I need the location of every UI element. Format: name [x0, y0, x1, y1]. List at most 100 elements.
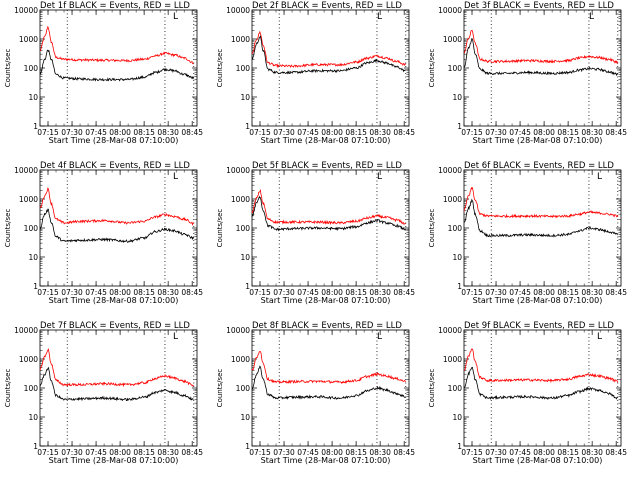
x-tick-label: 08:00 — [109, 288, 131, 297]
y-tick-label: 1000 — [231, 35, 250, 44]
y-axis-label: Counts/sec — [428, 369, 436, 408]
x-tick-label: 07:15 — [37, 288, 59, 297]
x-axis-label: Start Time (28-Mar-08 07:10:00) — [473, 136, 603, 145]
y-tick-label: 10000 — [438, 166, 462, 175]
x-tick-label: 07:45 — [85, 448, 107, 457]
x-tick-label: 08:45 — [181, 288, 203, 297]
panel-title: Det 6f BLACK = Events, RED = LLD — [464, 161, 614, 171]
x-tick-label: 08:15 — [133, 128, 155, 137]
x-tick-label: 08:45 — [393, 448, 415, 457]
x-tick-label: 07:30 — [485, 288, 507, 297]
y-tick-label: 1 — [457, 442, 462, 451]
y-tick-label: 10 — [28, 413, 38, 422]
x-tick-label: 08:30 — [369, 128, 391, 137]
y-tick-label: 10 — [452, 413, 462, 422]
x-tick-label: 07:15 — [249, 288, 271, 297]
y-axis-label: Counts/sec — [4, 209, 12, 248]
x-axis-label: Start Time (28-Mar-08 07:10:00) — [261, 296, 391, 305]
y-tick-label: 10 — [452, 93, 462, 102]
y-tick-label: 10000 — [226, 6, 250, 15]
y-tick-label: 100 — [448, 384, 463, 393]
plot-frame — [251, 9, 410, 127]
top-marker-label: L — [597, 172, 602, 182]
panel-title: Det 2f BLACK = Events, RED = LLD — [252, 1, 402, 11]
x-tick-label: 08:30 — [581, 288, 603, 297]
x-tick-label: 08:15 — [557, 448, 579, 457]
y-tick-label: 1 — [33, 442, 38, 451]
x-tick-label: 08:00 — [109, 448, 131, 457]
plot-frame — [39, 9, 198, 127]
x-tick-label: 08:00 — [533, 448, 555, 457]
y-tick-label: 1 — [457, 282, 462, 291]
panel-title: Det 3f BLACK = Events, RED = LLD — [464, 1, 614, 11]
y-axis-label: Counts/sec — [4, 369, 12, 408]
y-tick-label: 1 — [457, 122, 462, 131]
series-line-lld-red — [251, 188, 406, 226]
y-tick-label: 10 — [240, 93, 250, 102]
x-tick-label: 07:30 — [485, 128, 507, 137]
series-line-events-black — [251, 195, 406, 232]
x-axis-label: Start Time (28-Mar-08 07:10:00) — [261, 456, 391, 465]
x-tick-label: 08:00 — [109, 128, 131, 137]
y-tick-label: 1000 — [231, 355, 250, 364]
series-line-lld-red — [39, 348, 194, 388]
x-tick-label: 08:30 — [157, 288, 179, 297]
series-line-lld-red — [39, 187, 194, 226]
y-tick-label: 1000 — [443, 35, 462, 44]
panel-title: Det 5f BLACK = Events, RED = LLD — [252, 161, 402, 171]
series-line-lld-red — [463, 348, 619, 384]
y-tick-label: 10 — [28, 93, 38, 102]
series-line-events-black — [251, 35, 406, 75]
x-tick-label: 08:45 — [181, 128, 203, 137]
x-tick-label: 07:15 — [461, 288, 483, 297]
x-tick-label: 08:00 — [533, 128, 555, 137]
panel-title: Det 8f BLACK = Events, RED = LLD — [252, 321, 402, 331]
y-axis-label: Counts/sec — [428, 209, 436, 248]
x-tick-label: 07:45 — [509, 288, 531, 297]
x-tick-label: 08:15 — [345, 128, 367, 137]
y-axis-label: Counts/sec — [216, 369, 224, 408]
y-tick-label: 1000 — [231, 195, 250, 204]
y-tick-label: 100 — [448, 64, 463, 73]
x-tick-label: 07:30 — [61, 128, 83, 137]
y-tick-label: 10000 — [14, 166, 38, 175]
top-marker-label: L — [173, 12, 178, 22]
top-marker-label: L — [173, 172, 178, 182]
y-tick-label: 1 — [245, 442, 250, 451]
plot-frame — [463, 329, 622, 447]
panel-title: Det 7f BLACK = Events, RED = LLD — [40, 321, 190, 331]
x-axis-label: Start Time (28-Mar-08 07:10:00) — [49, 296, 179, 305]
x-tick-label: 07:45 — [85, 288, 107, 297]
series-line-events-black — [39, 208, 194, 244]
y-tick-label: 1000 — [19, 195, 38, 204]
y-tick-label: 1000 — [443, 195, 462, 204]
detector-panel: Det 8f BLACK = Events, RED = LLD 1 10 100 10… — [216, 321, 415, 465]
y-axis-label: Counts/sec — [428, 49, 436, 88]
x-tick-label: 08:45 — [393, 288, 415, 297]
y-tick-label: 100 — [24, 224, 39, 233]
y-tick-label: 10000 — [14, 326, 38, 335]
x-tick-label: 08:30 — [581, 448, 603, 457]
y-axis-label: Counts/sec — [216, 209, 224, 248]
y-tick-label: 10 — [28, 253, 38, 262]
x-tick-label: 07:15 — [37, 448, 59, 457]
x-tick-label: 08:45 — [605, 448, 627, 457]
x-tick-label: 07:30 — [61, 288, 83, 297]
x-tick-label: 08:30 — [157, 128, 179, 137]
series-line-lld-red — [251, 350, 406, 385]
detector-panel: Det 1f BLACK = Events, RED = LLD 1 10 100 10… — [4, 1, 203, 145]
plot-frame — [39, 329, 198, 447]
x-tick-label: 07:45 — [85, 128, 107, 137]
x-tick-label: 08:15 — [557, 288, 579, 297]
y-tick-label: 10000 — [438, 326, 462, 335]
x-tick-label: 07:30 — [273, 288, 295, 297]
series-line-events-black — [39, 366, 194, 402]
x-tick-label: 08:00 — [321, 128, 343, 137]
series-line-events-black — [39, 49, 195, 82]
x-tick-label: 07:45 — [509, 448, 531, 457]
x-tick-label: 08:30 — [157, 448, 179, 457]
series-line-lld-red — [39, 25, 194, 65]
x-tick-label: 08:30 — [581, 128, 603, 137]
x-tick-label: 08:45 — [605, 288, 627, 297]
x-tick-label: 07:15 — [249, 128, 271, 137]
